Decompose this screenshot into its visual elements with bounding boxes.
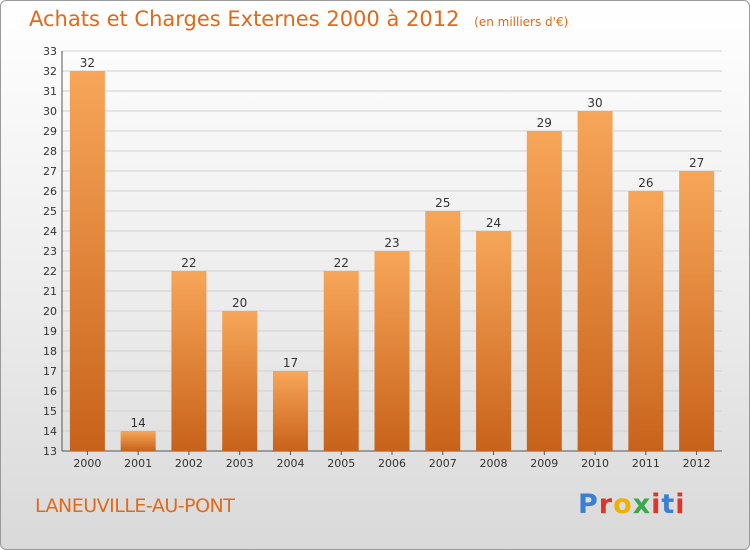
bar-value-label: 22 [334, 256, 349, 270]
x-tick-label: 2010 [581, 457, 609, 470]
x-tick-label: 2001 [124, 457, 152, 470]
bar-value-label: 26 [638, 176, 653, 190]
x-tick-label: 2005 [327, 457, 355, 470]
x-tick-label: 2004 [276, 457, 304, 470]
bar-value-label: 32 [80, 56, 95, 70]
proxiti-logo: Proxiti [578, 489, 686, 520]
logo-letter: o [613, 489, 633, 520]
logo-letter: x [632, 489, 652, 520]
x-tick-label: 2007 [429, 457, 457, 470]
bar-value-label: 14 [131, 416, 146, 430]
y-tick-label: 22 [43, 265, 57, 278]
y-tick-label: 30 [43, 105, 57, 118]
bar-2012 [679, 171, 715, 451]
y-tick-label: 24 [43, 225, 57, 238]
bar-value-label: 29 [537, 116, 552, 130]
y-tick-label: 27 [43, 165, 57, 178]
y-tick-label: 25 [43, 205, 57, 218]
bar-2004 [272, 371, 308, 451]
bar-value-label: 24 [486, 216, 501, 230]
bar-value-label: 22 [181, 256, 196, 270]
bar-2001 [120, 431, 156, 451]
bar-2003 [222, 311, 258, 451]
bar-value-label: 17 [283, 356, 298, 370]
y-tick-label: 16 [43, 385, 57, 398]
x-tick-label: 2003 [226, 457, 254, 470]
bar-value-label: 27 [689, 156, 704, 170]
bar-2011 [628, 191, 664, 451]
y-tick-label: 14 [43, 425, 57, 438]
y-tick-label: 17 [43, 365, 57, 378]
bar-value-label: 25 [435, 196, 450, 210]
x-tick-label: 2012 [683, 457, 711, 470]
x-tick-label: 2006 [378, 457, 406, 470]
x-tick-label: 2000 [73, 457, 101, 470]
bar-2008 [476, 231, 512, 451]
logo-letter: i [651, 489, 662, 520]
x-tick-label: 2008 [480, 457, 508, 470]
bar-value-label: 23 [384, 236, 399, 250]
y-tick-label: 21 [43, 285, 57, 298]
bar-2006 [374, 251, 410, 451]
logo-letter: i [675, 489, 686, 520]
y-tick-label: 29 [43, 125, 57, 138]
bar-2007 [425, 211, 461, 451]
chart-title-text: Achats et Charges Externes 2000 à 2012 [29, 7, 460, 31]
bar-value-label: 20 [232, 296, 247, 310]
x-tick-label: 2009 [530, 457, 558, 470]
bar-2002 [171, 271, 207, 451]
y-tick-label: 28 [43, 145, 57, 158]
y-tick-label: 15 [43, 405, 57, 418]
chart-title: Achats et Charges Externes 2000 à 2012 (… [29, 7, 568, 31]
bar-2010 [577, 111, 613, 451]
logo-letter: P [578, 489, 599, 520]
logo-letter: t [661, 489, 676, 520]
y-tick-label: 19 [43, 325, 57, 338]
bar-2009 [526, 131, 562, 451]
x-tick-label: 2002 [175, 457, 203, 470]
y-tick-label: 33 [43, 45, 57, 58]
y-tick-label: 20 [43, 305, 57, 318]
location-name: LANEUVILLE-AU-PONT [35, 495, 235, 517]
y-tick-label: 23 [43, 245, 57, 258]
bar-value-label: 30 [587, 96, 602, 110]
bar-2000 [69, 71, 105, 451]
y-tick-label: 32 [43, 65, 57, 78]
bar-2005 [323, 271, 359, 451]
y-tick-label: 26 [43, 185, 57, 198]
x-tick-label: 2011 [632, 457, 660, 470]
logo-letter: r [598, 489, 614, 520]
chart-unit: (en milliers d'€) [474, 15, 569, 29]
y-tick-label: 13 [43, 445, 57, 458]
y-tick-label: 18 [43, 345, 57, 358]
y-tick-label: 31 [43, 85, 57, 98]
